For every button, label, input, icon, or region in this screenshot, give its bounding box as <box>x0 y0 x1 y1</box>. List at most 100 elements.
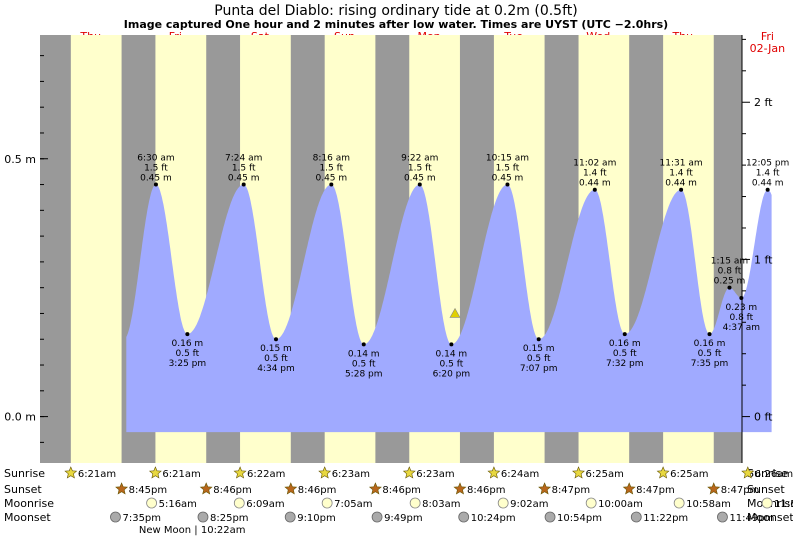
tide-label-time: 8:16 am <box>313 154 350 164</box>
moonset-time: 11:49pm <box>729 513 774 524</box>
moonrise-time: 7:05am <box>334 499 372 510</box>
sunrise-row-label-left: Sunrise <box>4 467 45 480</box>
tide-label-time: 5:28 pm <box>345 369 383 379</box>
tide-label-ft: 0.5 ft <box>264 354 288 364</box>
moonset-time: 11:22pm <box>643 513 688 524</box>
sunrise-time: 6:26am <box>755 469 793 480</box>
day-date-label: 02-Jan <box>750 42 786 55</box>
sunrise-time: 6:21am <box>78 469 116 480</box>
moonrise-time: 6:09am <box>246 499 284 510</box>
tide-label-m-label: 0.15 m <box>260 344 292 354</box>
sunset-row-label-left: Sunset <box>4 483 42 496</box>
tide-label-time: 1:15 am <box>711 257 748 267</box>
moonrise-icon <box>233 497 245 509</box>
new-moon-label: New Moon | 10:22am <box>139 525 246 536</box>
sunset-icon <box>453 482 467 495</box>
tide-point <box>679 187 684 192</box>
tide-label-m-label: 0.16 m <box>172 339 204 349</box>
tide-label-time: 11:02 am <box>573 159 616 169</box>
tide-label-m-label: 0.44 m <box>579 179 611 189</box>
current-tide-marker <box>449 307 461 318</box>
tide-label-m-label: 0.16 m <box>694 339 726 349</box>
moonset-time: 9:49pm <box>384 513 423 524</box>
tide-label-m-label: 0.45 m <box>140 174 172 184</box>
sunrise-icon <box>572 466 585 479</box>
tide-label-m-label: 0.44 m <box>665 179 697 189</box>
almanac: SunriseSunriseSunsetSunsetMoonriseMoonri… <box>4 466 793 536</box>
sunset-icon <box>622 482 636 495</box>
moonrise-time: 9:02am <box>510 499 548 510</box>
sunrise-time: 6:21am <box>162 469 200 480</box>
sunset-time: 8:46pm <box>213 485 252 496</box>
sunrise-icon <box>148 466 162 479</box>
moonset-row-label-left: Moonset <box>4 511 51 524</box>
sunrise-icon <box>318 466 332 479</box>
tide-label-ft: 0.5 ft <box>352 359 376 369</box>
tide-label-ft: 0.8 ft <box>729 313 753 323</box>
tide-label-ft: 0.5 ft <box>440 359 464 369</box>
moonset-row-label-right: Moonset <box>747 511 793 524</box>
sunset-row-label-right: Sunset <box>747 483 785 496</box>
tide-point <box>329 182 334 187</box>
tide-label-m-label: 0.25 m <box>714 277 746 287</box>
tide-label-ft: 1.4 ft <box>583 169 607 179</box>
tide-label-time: 6:30 am <box>137 154 174 164</box>
moonrise-time: 10:00am <box>598 499 643 510</box>
tide-point <box>707 332 712 337</box>
sunrise-time: 6:23am <box>332 469 370 480</box>
moonset-icon <box>110 511 121 523</box>
sunset-time: 8:46pm <box>382 485 421 496</box>
tide-label-ft: 0.5 ft <box>176 349 200 359</box>
moonrise-time: 5:16am <box>159 499 197 510</box>
axes: 0.5 m 0.0 m 2 ft 1 ft 0 ft <box>4 35 773 463</box>
moonrise-row-label-left: Moonrise <box>4 497 54 510</box>
tide-label-m-label: 0.16 m <box>609 339 641 349</box>
tide-point <box>449 342 454 347</box>
sunrise-time: 6:23am <box>416 469 454 480</box>
left-axis-label: 0.0 m <box>4 411 36 424</box>
sunset-time: 8:47pm <box>636 485 675 496</box>
tide-label-m-label: 0.23 m <box>726 303 758 313</box>
tide-label-ft: 0.5 ft <box>613 349 637 359</box>
moonset-time: 10:24pm <box>471 513 516 524</box>
tide-label-ft: 1.5 ft <box>496 164 520 174</box>
tide-point <box>417 182 422 187</box>
sunset-icon <box>115 482 129 495</box>
left-axis-label: 0.5 m <box>4 153 36 166</box>
sunset-time: 8:45pm <box>129 485 168 496</box>
tide-label-ft: 0.5 ft <box>527 354 551 364</box>
moonrise-icon <box>585 497 597 509</box>
moonrise-icon <box>321 497 333 509</box>
moonset-icon <box>371 511 383 523</box>
sunset-time: 8:47pm <box>552 485 591 496</box>
tide-point <box>153 182 158 187</box>
tide-label-ft: 1.5 ft <box>319 164 343 174</box>
tide-point <box>273 337 278 342</box>
tide-label-time: 7:32 pm <box>606 359 644 369</box>
tide-curve <box>126 184 772 433</box>
moonset-icon <box>458 511 470 523</box>
sunrise-icon <box>741 466 755 479</box>
moonset-icon <box>197 511 209 523</box>
moonrise-icon <box>497 497 509 509</box>
tide-label-ft: 1.5 ft <box>144 164 168 174</box>
tide-label-m-label: 0.44 m <box>752 179 784 189</box>
tide-label-m-label: 0.14 m <box>348 349 380 359</box>
day-name-label: Fri <box>761 30 774 43</box>
moonset-icon <box>717 511 728 523</box>
tide-label-time: 7:24 am <box>225 154 262 164</box>
tide-label-ft: 0.8 ft <box>718 267 742 277</box>
sunrise-icon <box>233 466 247 479</box>
moonset-icon <box>630 511 642 523</box>
daylight-band <box>70 35 122 463</box>
tide-label-ft: 1.5 ft <box>232 164 256 174</box>
sunset-time: 8:46pm <box>298 485 337 496</box>
tide-point <box>592 187 597 192</box>
sunset-icon <box>368 482 382 495</box>
tide-point <box>727 285 732 290</box>
tide-label-time: 7:07 pm <box>520 364 558 374</box>
right-axis-label: 2 ft <box>754 96 773 109</box>
tide-point <box>505 182 510 187</box>
moonset-time: 10:54pm <box>557 513 602 524</box>
